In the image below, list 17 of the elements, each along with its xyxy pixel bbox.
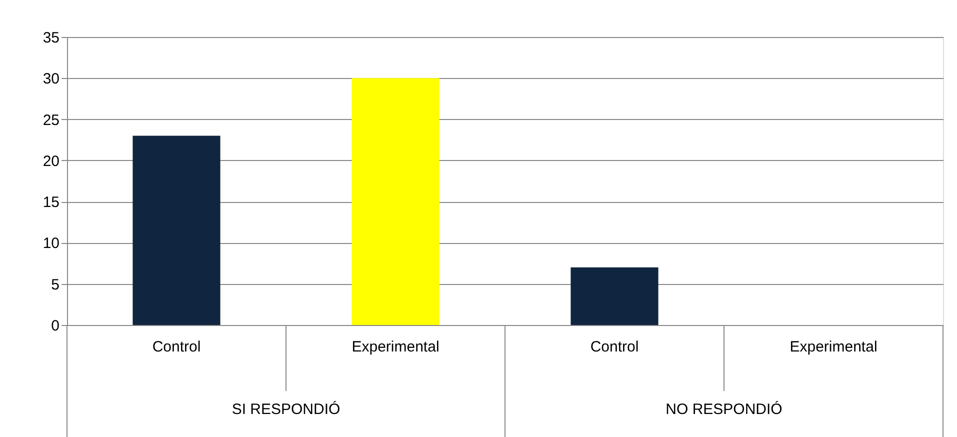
y-tick-label: 35 — [42, 30, 60, 46]
x-tick-label: Control — [152, 338, 201, 356]
y-tick-label: 20 — [42, 152, 60, 170]
bar — [132, 136, 220, 325]
y-tick-label: 0 — [51, 318, 60, 334]
x-tick-label: Experimental — [352, 338, 440, 356]
bar — [352, 78, 440, 325]
x-tick-label: Experimental — [790, 338, 878, 356]
bar — [570, 267, 658, 325]
y-tick-label: 10 — [42, 235, 60, 252]
y-tick-label: 25 — [42, 112, 60, 129]
y-tick-label: 5 — [51, 276, 60, 294]
text: SI RESPONDIÓ — [232, 400, 340, 418]
text: NO RESPONDIÓ — [666, 400, 782, 418]
y-tick-label: 15 — [42, 194, 60, 212]
y-tick-label: 30 — [42, 70, 60, 88]
x-tick-label: Control — [590, 338, 639, 356]
